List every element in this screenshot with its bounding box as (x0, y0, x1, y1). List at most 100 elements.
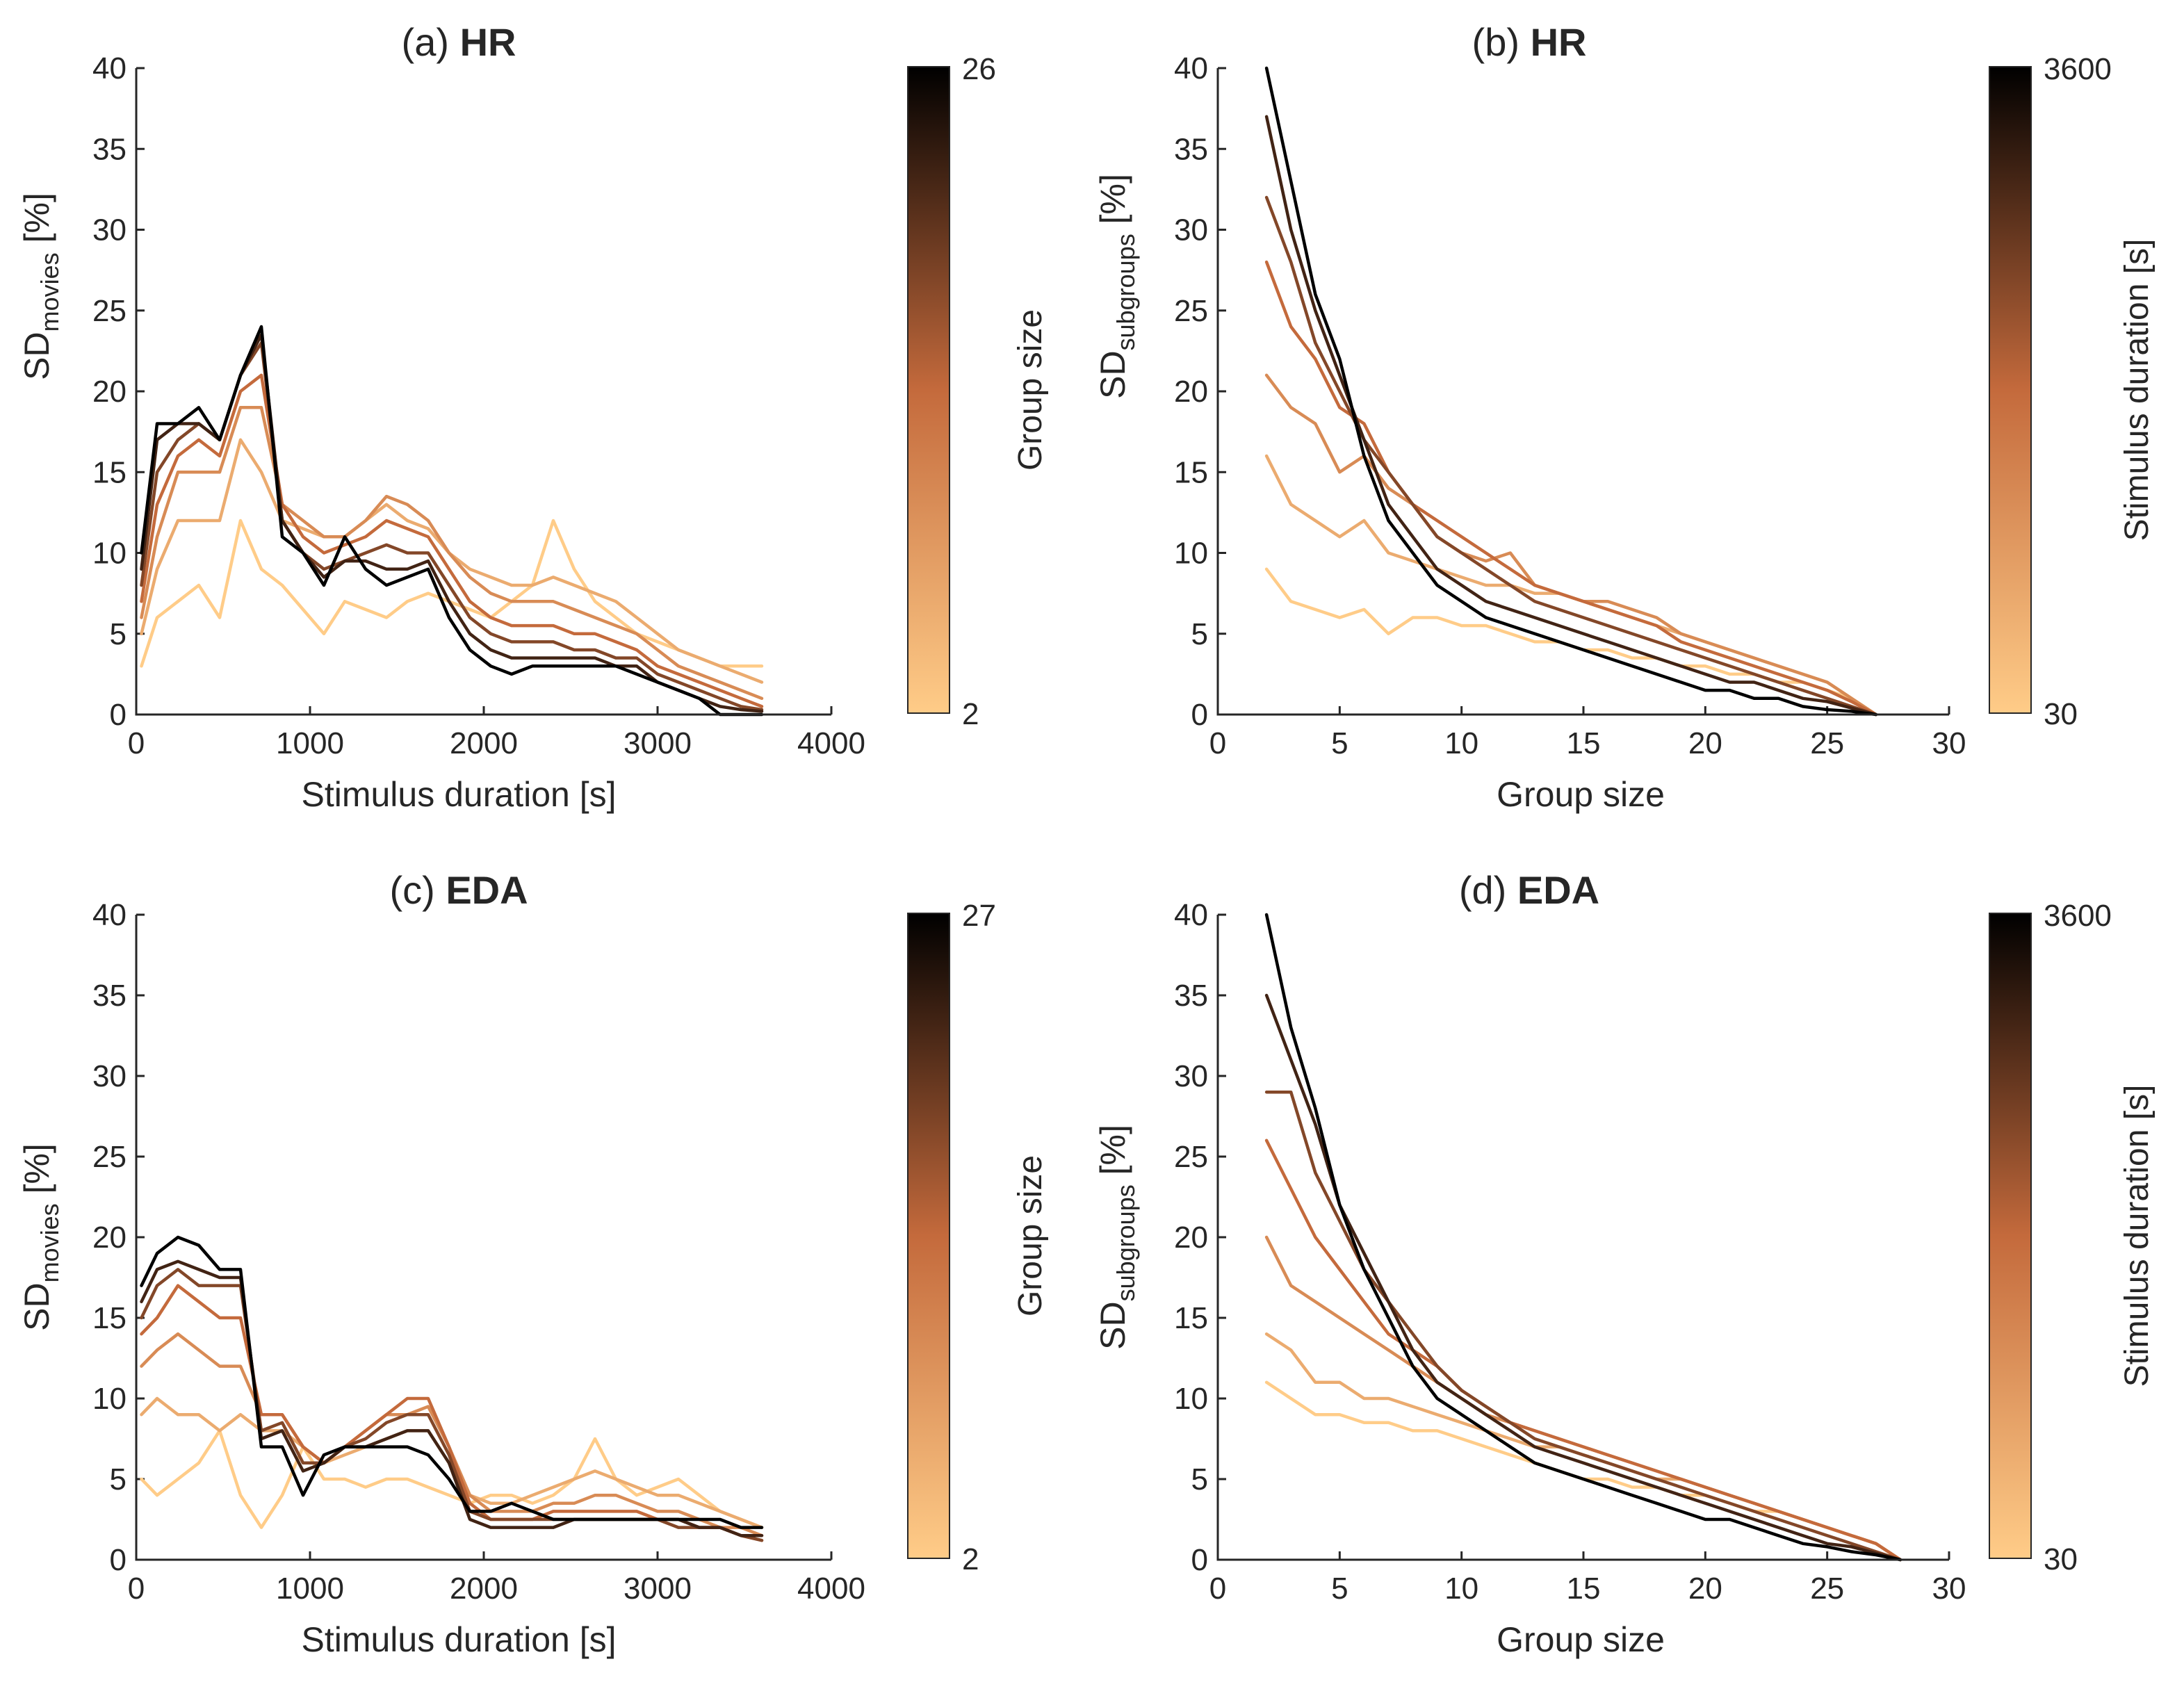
panel-a-xtick-label: 4000 (797, 726, 865, 760)
panel-b-ytick-label: 10 (1174, 537, 1208, 571)
panel-a-xlabel: Stimulus duration [s] (302, 775, 617, 814)
panel-d: (d) EDA SDsubgroups [%] Group size 0 5 10 1… (1093, 868, 2156, 1659)
panel-c-ylabel: SDmovies [%] (17, 1143, 64, 1331)
panel-d-ytick-label: 15 (1174, 1301, 1208, 1335)
panel-d-axes (1216, 915, 1949, 1561)
panel-b-xtick-label: 0 (1209, 726, 1226, 760)
panel-b-ytick-label: 40 (1174, 51, 1208, 85)
panel-a-series-line-26 (140, 325, 764, 717)
panel-d-ytick-label: 10 (1174, 1382, 1208, 1416)
panel-d-yticks: 0 5 10 15 20 25 30 35 40 (1174, 898, 1226, 1577)
panel-b-axes (1216, 68, 1949, 716)
panel-c-axes (135, 915, 831, 1561)
panel-b-ylabel: SDsubgroups [%] (1093, 174, 1140, 399)
panel-d-ylabel: SDsubgroups [%] (1093, 1125, 1140, 1350)
panel-c-ytick-label: 5 (110, 1462, 127, 1496)
panel-d-xtick-label: 5 (1331, 1572, 1348, 1606)
panel-c-xtick-label: 1000 (276, 1572, 344, 1606)
panel-b-colorbar-min: 30 (2044, 697, 2078, 731)
panel-d-ytick-label: 40 (1174, 898, 1208, 932)
panel-c-title: (c) EDA (389, 868, 528, 912)
panel-c-series-line-27 (140, 1235, 764, 1529)
panel-d-colorbar-label: Stimulus duration [s] (2119, 1085, 2156, 1387)
panel-d-ytick-label: 25 (1174, 1140, 1208, 1174)
panel-a-ytick-label: 30 (92, 213, 127, 247)
panel-a-ytick-label: 10 (92, 537, 127, 571)
panel-b-ytick-label: 5 (1191, 617, 1208, 651)
panel-d-ytick-label: 5 (1191, 1462, 1208, 1496)
panel-c-ytick-label: 15 (92, 1301, 127, 1335)
panel-d-series-line-1800 (1264, 1139, 1902, 1562)
panel-b-ytick-label: 15 (1174, 455, 1208, 489)
panel-b-ytick-label: 30 (1174, 213, 1208, 247)
panel-b-series-line-2400 (1264, 195, 1878, 717)
panel-c-series-line-10 (140, 1332, 764, 1537)
panel-c: (c) EDA SDmovies [%] Stimulus duration [… (17, 868, 1049, 1659)
panel-b-title: (b) HR (1472, 20, 1587, 64)
panel-b-xtick-label: 15 (1567, 726, 1601, 760)
panel-b-ytick-label: 0 (1191, 698, 1208, 732)
panel-d-ytick-label: 20 (1174, 1221, 1208, 1255)
panel-b-xtick-label: 25 (1810, 726, 1844, 760)
panel-a-ytick-label: 5 (110, 617, 127, 651)
panel-a-xtick-label: 3000 (624, 726, 692, 760)
panel-d-xtick-label: 0 (1209, 1572, 1226, 1606)
panel-b-xtick-label: 30 (1932, 726, 1966, 760)
panel-c-xtick-label: 2000 (450, 1572, 518, 1606)
panel-a-title: (a) HR (402, 20, 516, 64)
panel-c-xlabel: Stimulus duration [s] (302, 1620, 617, 1659)
panel-a-colorbar-max: 26 (962, 52, 996, 86)
panel-a-colorbar-label: Group size (1012, 309, 1049, 471)
panel-a-series-line-10 (140, 406, 764, 701)
panel-b-yticks: 0 5 10 15 20 25 30 35 40 (1174, 51, 1226, 732)
panel-c-ytick-label: 40 (92, 898, 127, 932)
panel-a-series (140, 325, 764, 717)
panel-c-xtick-label: 0 (128, 1572, 145, 1606)
panel-d-ytick-label: 30 (1174, 1059, 1208, 1093)
panel-b-series-line-1800 (1264, 260, 1878, 717)
panel-d-colorbar-max: 3600 (2044, 899, 2112, 933)
panel-b-series-line-3600 (1264, 66, 1878, 717)
panel-b-ytick-label: 20 (1174, 375, 1208, 409)
panel-c-xtick-label: 4000 (797, 1572, 865, 1606)
panel-c-ytick-label: 10 (92, 1382, 127, 1416)
panel-a-xtick-label: 2000 (450, 726, 518, 760)
panel-b: (b) HR SDsubgroups [%] Group size 0 5 10 15… (1093, 20, 2156, 814)
panel-b-colorbar-label: Stimulus duration [s] (2119, 239, 2156, 541)
panel-a-ytick-label: 20 (92, 375, 127, 409)
panel-a-ylabel: SDmovies [%] (17, 193, 64, 380)
panel-d-xtick-label: 30 (1932, 1572, 1966, 1606)
panel-a-ytick-label: 0 (110, 698, 127, 732)
panel-c-series-line-18 (140, 1268, 764, 1542)
panel-a-yticks: 0 5 10 15 20 25 30 35 40 (92, 51, 145, 732)
panel-a-xtick-label: 1000 (276, 726, 344, 760)
panel-b-ytick-label: 35 (1174, 132, 1208, 166)
panel-c-colorbar (907, 913, 950, 1559)
panel-a-axes (135, 68, 831, 716)
panel-a: (a) HR SDmovies [%] Stimulus duration [s… (17, 20, 1049, 814)
panel-c-yticks: 0 5 10 15 20 25 30 35 40 (92, 898, 145, 1577)
panel-d-colorbar-min: 30 (2044, 1542, 2078, 1576)
panel-d-series-line-3000 (1264, 993, 1902, 1562)
panel-d-series-line-2400 (1264, 1090, 1902, 1562)
panel-d-xtick-label: 10 (1444, 1572, 1478, 1606)
panel-c-series-line-2 (140, 1429, 764, 1529)
panel-d-xtick-label: 25 (1810, 1572, 1844, 1606)
panel-d-ytick-label: 35 (1174, 979, 1208, 1013)
panel-c-ytick-label: 35 (92, 979, 127, 1013)
panel-d-ytick-label: 0 (1191, 1543, 1208, 1577)
panel-a-xticks: 0 1000 2000 3000 4000 (128, 706, 865, 760)
panel-b-xlabel: Group size (1497, 775, 1665, 814)
panel-c-colorbar-label: Group size (1012, 1155, 1049, 1316)
panel-b-ytick-label: 25 (1174, 294, 1208, 328)
panel-d-series-line-3600 (1264, 913, 1902, 1562)
panel-d-title: (d) EDA (1459, 868, 1599, 912)
panel-a-ytick-label: 40 (92, 51, 127, 85)
panel-c-xticks: 0 1000 2000 3000 4000 (128, 1551, 865, 1606)
panel-d-xlabel: Group size (1497, 1620, 1665, 1659)
panel-c-colorbar-max: 27 (962, 899, 996, 933)
panel-c-colorbar-min: 2 (962, 1542, 979, 1576)
panel-b-xtick-label: 10 (1444, 726, 1478, 760)
panel-c-ytick-label: 30 (92, 1059, 127, 1093)
